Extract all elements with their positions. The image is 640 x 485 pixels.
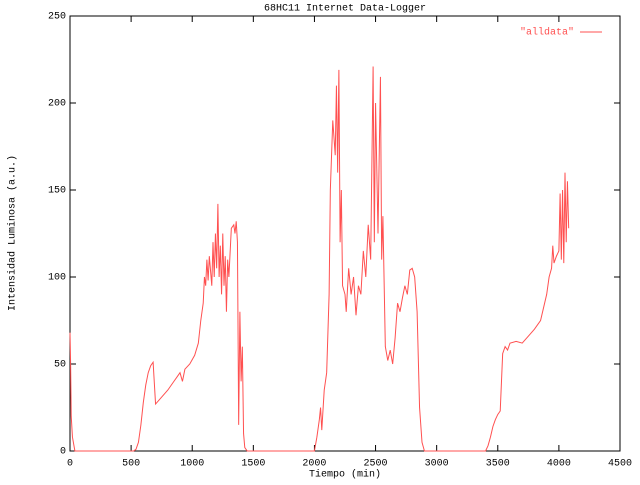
x-tick-label: 1000: [180, 459, 204, 470]
y-tick-label: 50: [54, 360, 66, 371]
legend-label: "alldata": [520, 27, 574, 39]
plot-frame: [69, 15, 621, 452]
x-tick-label: 3000: [425, 459, 449, 470]
x-tick-label: 1500: [241, 459, 265, 470]
x-tick-label: 4000: [547, 459, 571, 470]
x-axis-label: Tiempo (min): [309, 469, 381, 480]
y-tick-label: 150: [48, 186, 66, 197]
x-tick-label: 2000: [302, 459, 326, 470]
x-tick-label: 3500: [486, 459, 510, 470]
data-line: [69, 66, 570, 452]
x-tick-label: 0: [67, 459, 73, 470]
chart-title: 68HC11 Internet Data-Logger: [264, 4, 426, 15]
x-tick-label: 4500: [608, 459, 632, 470]
x-tick-label: 500: [122, 459, 140, 470]
y-tick-label: 0: [60, 447, 66, 458]
y-tick-label: 100: [48, 273, 66, 284]
y-tick-label: 200: [48, 99, 66, 110]
y-axis-label: Intensidad Luminosa (a.u.): [7, 155, 19, 311]
x-tick-label: 2500: [364, 459, 388, 470]
y-tick-label: 250: [48, 12, 66, 23]
